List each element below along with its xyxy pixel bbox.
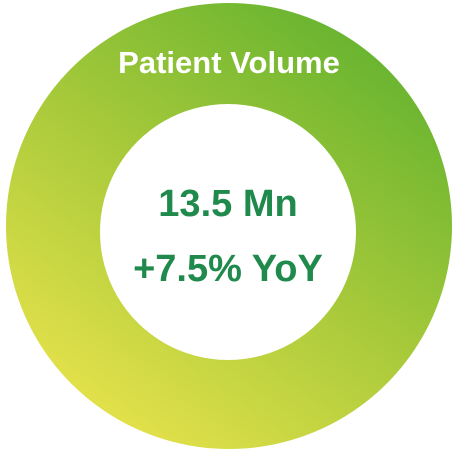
- kpi-value: 13.5 Mn: [158, 183, 297, 225]
- kpi-change: +7.5% YoY: [133, 248, 323, 290]
- kpi-title: Patient Volume: [118, 45, 340, 80]
- ring: [6, 3, 452, 449]
